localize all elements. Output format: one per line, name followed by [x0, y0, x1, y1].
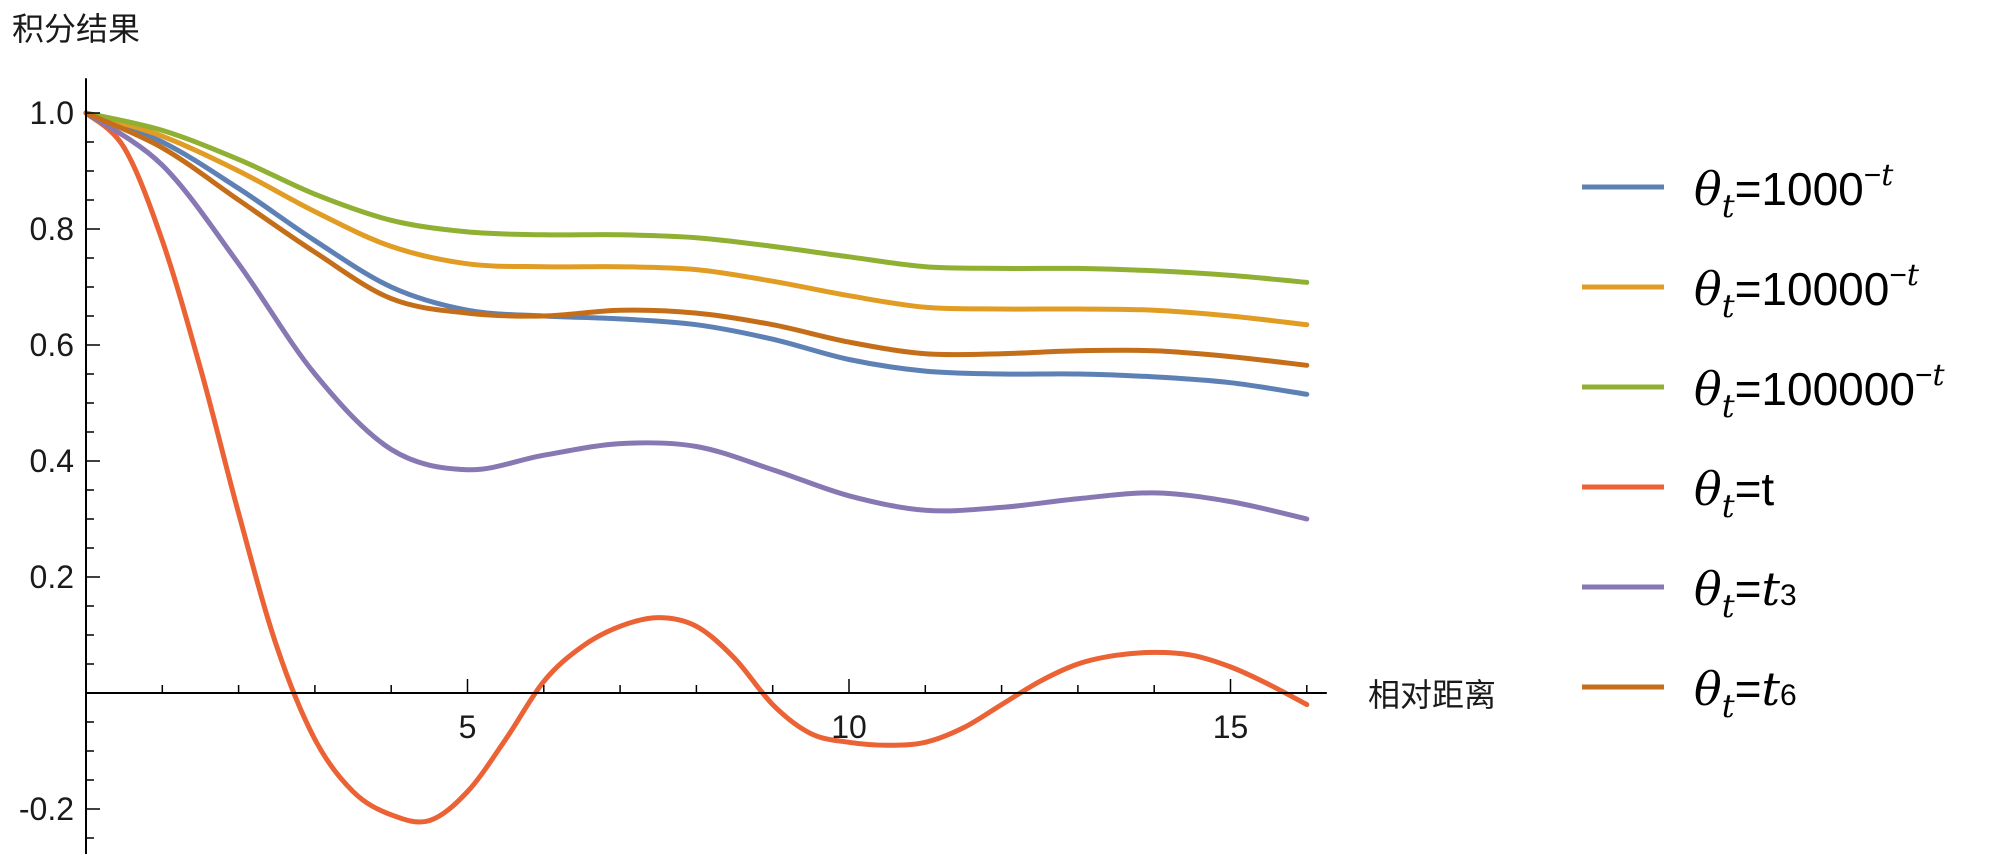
y-tick-label: -0.2 [19, 791, 74, 827]
x-tick-label: 5 [459, 709, 477, 745]
series-line-5 [83, 110, 1310, 368]
legend-label: θt=t6 [1694, 662, 1797, 725]
legend-entry: θt=t [1582, 462, 1774, 525]
y-axis-title: 积分结果 [12, 10, 140, 48]
series-line-3 [83, 110, 1310, 825]
legend-entry: θt=t3 [1582, 562, 1797, 625]
x-tick-label: 15 [1213, 709, 1249, 745]
axes: 5 10 15 -0.2 0.2 0.4 0.6 0.8 1.0 [19, 78, 1327, 854]
series-line-4 [83, 110, 1310, 522]
x-axis-title: 相对距离 [1368, 676, 1496, 714]
series-line-1 [83, 110, 1310, 328]
y-tick-label: 0.6 [30, 327, 74, 363]
legend-label: θt=t [1694, 462, 1774, 525]
legend-label: θt=1000−t [1694, 158, 1894, 225]
legend: θt=1000−t θt=10000−t θt=100000−t θt=t θt=t3 θ… [1582, 158, 1945, 725]
legend-label: θt=10000−t [1694, 258, 1920, 325]
legend-entry: θt=100000−t [1582, 358, 1945, 425]
y-tick-label: 0.2 [30, 559, 74, 595]
legend-entry: θt=10000−t [1582, 258, 1920, 325]
series-line-2 [83, 110, 1310, 285]
legend-label: θt=100000−t [1694, 358, 1945, 425]
legend-label: θt=t3 [1694, 562, 1797, 625]
legend-entry: θt=t6 [1582, 662, 1797, 725]
y-tick-label: 1.0 [30, 95, 74, 131]
series-line-0 [83, 110, 1310, 397]
x-tick-label: 10 [831, 709, 867, 745]
y-tick-label: 0.8 [30, 211, 74, 247]
legend-entry: θt=1000−t [1582, 158, 1894, 225]
y-tick-label: 0.4 [30, 443, 74, 479]
plot-area [83, 110, 1310, 825]
